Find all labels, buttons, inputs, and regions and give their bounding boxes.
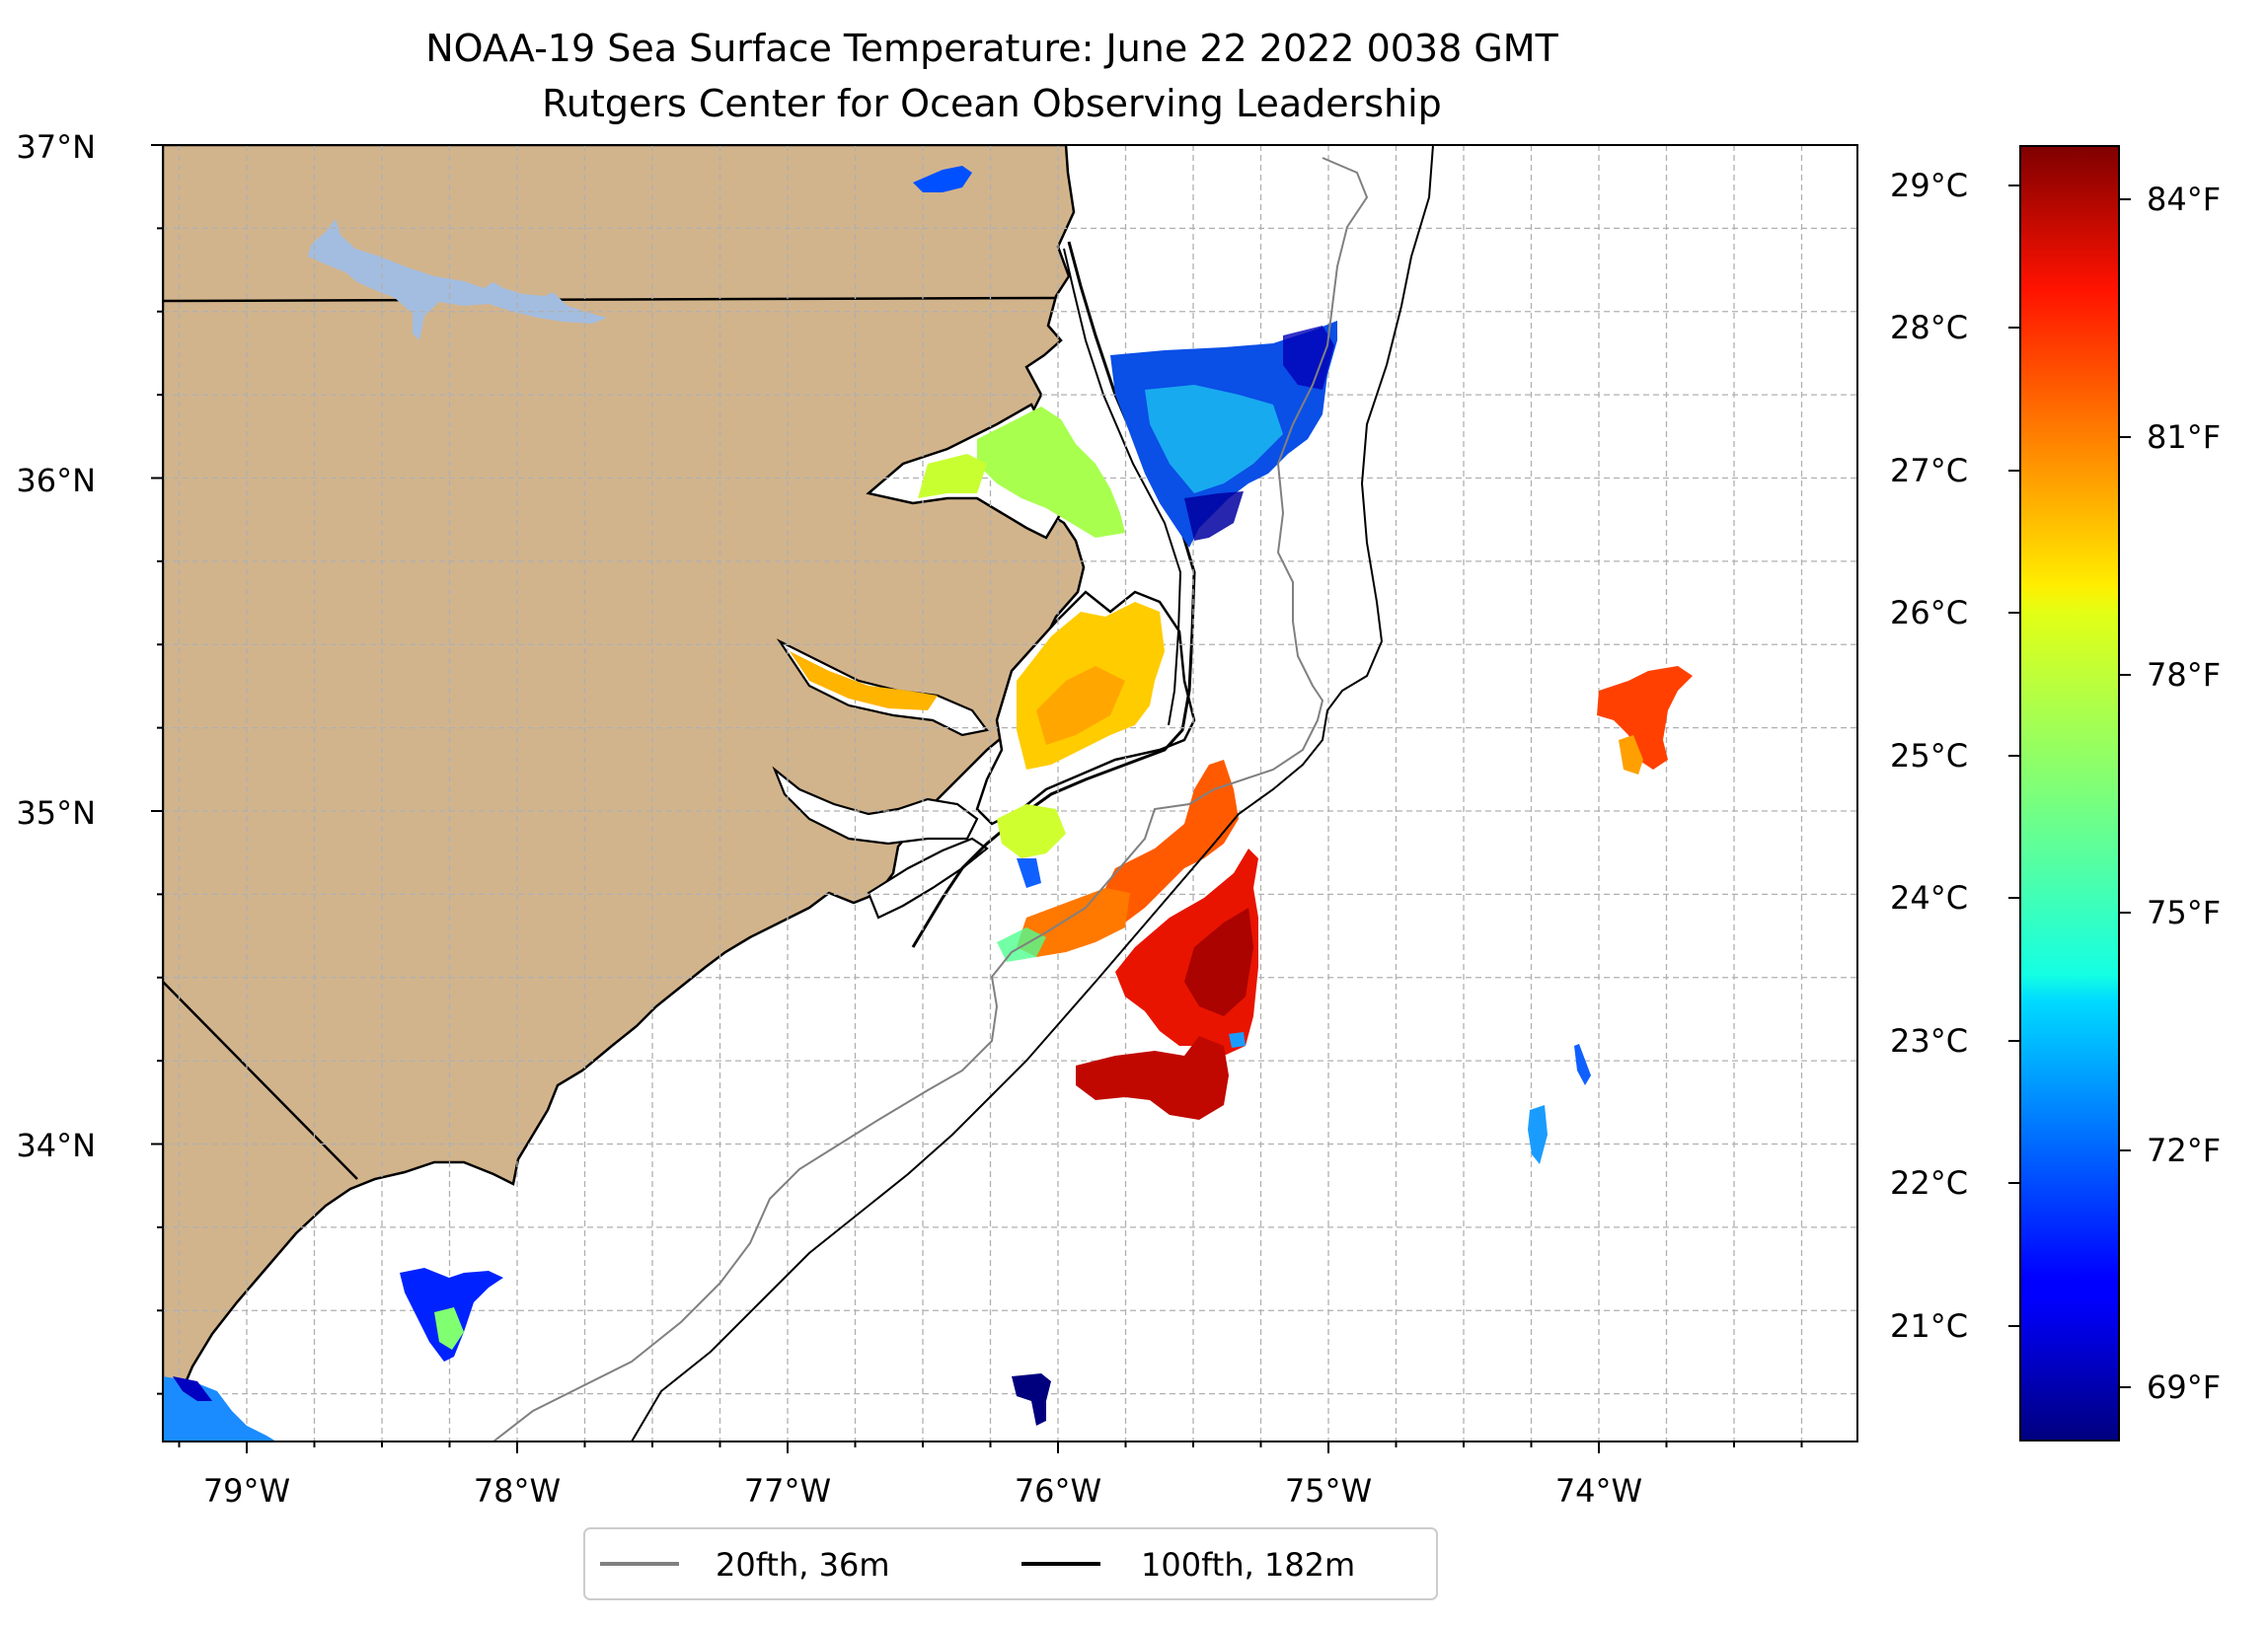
sst-patch-offshore-blue-1 [1528,1105,1548,1164]
cb-celsius-26: 26°C [1890,594,1968,631]
sst-patch-cold-north-deep2 [1283,326,1334,390]
neuse-river [772,766,979,846]
axis-ticks [151,144,1803,1453]
outer-banks-inner [1063,248,1182,726]
sst-patch-albemarle-west [918,454,987,498]
legend-label-20fth: 20fth, 36m [716,1546,889,1584]
sst-patch-chesapeake [913,166,972,192]
cb-celsius-28: 28°C [1890,309,1968,346]
cb-celsius-25: 25°C [1890,737,1968,775]
sst-patch-gulfstream-south [1076,1036,1229,1120]
cb-fahrenheit-75: 75°F [2147,894,2221,931]
sst-patch-pamlico-orange [1036,666,1125,745]
sst-patch-small-deep-blue [1012,1373,1051,1426]
sst-patch-gulfstream-west-green [997,927,1046,962]
sst-patch-cape-blue [1017,858,1041,888]
cb-celsius-29: 29°C [1890,167,1968,204]
lat-label-34: 34°N [16,1127,96,1164]
lon-label-79: 79°W [203,1472,290,1510]
lat-label-37: 37°N [16,128,96,166]
legend-label-100fth: 100fth, 182m [1141,1546,1355,1584]
cb-celsius-24: 24°C [1890,879,1968,917]
sst-patch-cold-north-inner [1145,385,1283,493]
lon-label-74: 74°W [1555,1472,1642,1510]
sst-patch-pamlico-river [790,651,938,710]
cb-fahrenheit-84: 84°F [2147,181,2221,218]
sst-patch-albemarle [977,406,1125,538]
cb-celsius-22: 22°C [1890,1164,1968,1202]
sst-patch-southwest-deep [173,1376,212,1401]
lon-label-75: 75°W [1285,1472,1372,1510]
sst-patch-gulfstream-cool-spot [1229,1032,1246,1048]
contour-100fth [631,145,1434,1441]
cb-celsius-23: 23°C [1890,1022,1968,1060]
cb-fahrenheit-78: 78°F [2147,656,2221,694]
nc-sc-border [163,981,358,1180]
sst-patch-offshore-blue-2 [1574,1044,1591,1085]
cb-fahrenheit-69: 69°F [2147,1368,2221,1406]
cb-fahrenheit-72: 72°F [2147,1132,2221,1169]
legend-box [583,1527,1438,1600]
gridlines [163,145,1857,1441]
lon-label-77: 77°W [744,1472,831,1510]
lon-label-76: 76°W [1015,1472,1101,1510]
sst-patch-gulfstream-dark [1184,908,1253,1016]
cb-celsius-27: 27°C [1890,452,1968,489]
contour-20fth [492,157,1369,1441]
sst-patch-cold-north-deep [1184,491,1244,541]
cb-fahrenheit-81: 81°F [2147,418,2221,456]
cb-celsius-21: 21°C [1890,1307,1968,1345]
land-mass [163,145,1086,1441]
sst-patch-south-green [434,1307,464,1350]
sst-patch-offshore-east-orange [1619,735,1643,775]
sst-patch-offshore-east [1597,666,1693,770]
kerr-lake [308,219,607,340]
map-area [163,145,1857,1441]
sst-patch-gulfstream-upper [1096,760,1239,927]
lon-label-78: 78°W [474,1472,561,1510]
colorbar-gradient [2019,145,2120,1441]
lat-label-36: 36°N [16,462,96,499]
title-line-1: NOAA-19 Sea Surface Temperature: June 22… [425,27,1558,70]
va-nc-border [163,296,1057,303]
lat-label-35: 35°N [16,794,96,832]
core-sound [867,837,989,920]
title-line-2: Rutgers Center for Ocean Observing Leade… [542,82,1442,125]
sst-data [163,166,1693,1441]
colorbar: 29°C 28°C 27°C 26°C 25°C 24°C 23°C 22°C … [1890,145,2221,1441]
map-frame [162,144,1858,1442]
legend: 20fth, 36m 100fth, 182m [583,1527,1438,1600]
sst-patch-cape-lookout [997,804,1066,858]
